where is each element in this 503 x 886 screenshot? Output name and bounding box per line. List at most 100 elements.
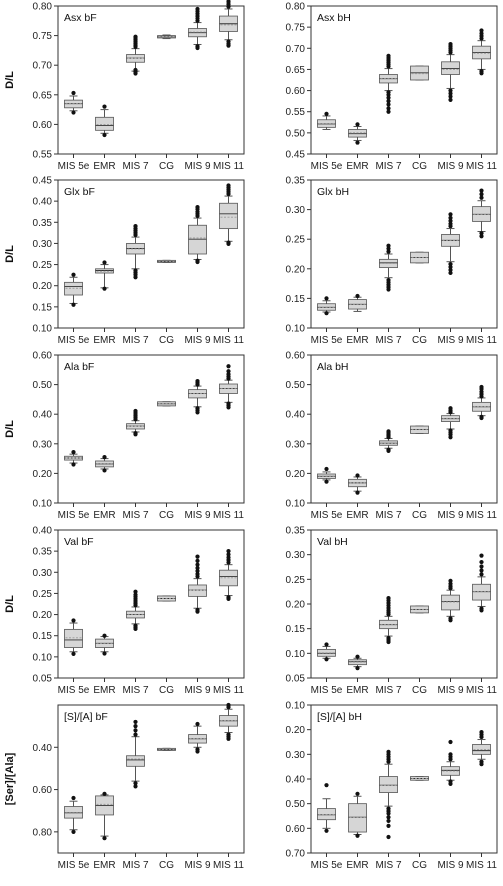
box-mis-5e [317, 642, 336, 662]
outlier-point [102, 286, 107, 291]
y-tick-label: 0.15 [286, 294, 306, 305]
box-iqr [219, 202, 238, 230]
box-cg [410, 605, 429, 614]
x-tick-label: MIS 11 [466, 161, 497, 172]
outlier-point [133, 781, 138, 786]
y-tick-label: 0.75 [286, 23, 306, 34]
box-mis-5e [317, 111, 336, 130]
y-tick-label: 0.55 [286, 107, 306, 118]
panel-4: 0.10 0.15 0.20 0.25 0.30 0.35 MIS 5e EMR MIS 7 CG… [286, 176, 498, 346]
outlier-point [324, 111, 329, 116]
x-tick-label: MIS 9 [437, 860, 464, 871]
outlier-point [226, 736, 231, 741]
x-tick-label: MIS 11 [213, 860, 244, 871]
y-tick-label: 0.70 [286, 44, 306, 55]
box-mis-11 [219, 364, 238, 410]
x-tick-label: MIS 11 [466, 335, 497, 346]
plot-frame [310, 704, 498, 854]
x-tick-label: MIS 5e [58, 510, 90, 521]
box-emr [348, 122, 367, 145]
outlier-point [195, 558, 200, 563]
y-tick-label: 0.15 [33, 631, 53, 642]
x-tick-label: MIS 11 [466, 510, 497, 521]
outlier-point [448, 781, 453, 787]
outlier-point [448, 94, 453, 99]
box-emr [95, 633, 114, 656]
x-tick-label: MIS 7 [375, 161, 402, 172]
outlier-point [195, 749, 200, 754]
outlier-point [195, 45, 200, 51]
outlier-point [386, 287, 391, 292]
y-tick-label: 0.10 [286, 701, 306, 712]
x-tick-label: MIS 5e [311, 860, 343, 871]
box-mis-7 [126, 408, 145, 437]
outlier-point [71, 110, 76, 115]
outlier-point [448, 581, 453, 586]
y-tick-label: 0.25 [286, 575, 306, 586]
y-tick-label: 0.60 [33, 120, 53, 131]
x-tick-label: CG [412, 161, 427, 172]
box-cg [157, 34, 176, 40]
outlier-point [71, 618, 76, 623]
outlier-point [448, 406, 453, 411]
panel-title: Asx bF [64, 12, 97, 24]
plot-frame [310, 354, 498, 504]
box-mis-9 [188, 554, 207, 614]
outlier-point [195, 204, 200, 210]
box-iqr [64, 806, 83, 819]
y-tick-label: 0.25 [33, 260, 53, 271]
x-tick-label: MIS 9 [184, 685, 211, 696]
x-tick-label: MIS 9 [184, 161, 211, 172]
outlier-point [133, 432, 138, 437]
outlier-point [386, 102, 391, 107]
outlier-point [479, 564, 484, 569]
box-mis-7 [379, 243, 398, 292]
outlier-point [102, 260, 107, 265]
x-tick-label: EMR [93, 685, 115, 696]
outlier-point [102, 651, 107, 656]
box-mis-5e [64, 795, 83, 834]
box-mis-5e [317, 466, 336, 484]
y-tick-label: 0.10 [286, 649, 306, 660]
outlier-point [133, 728, 138, 733]
x-tick-label: MIS 9 [184, 335, 211, 346]
outlier-point [448, 739, 453, 745]
outlier-point [102, 104, 107, 109]
x-tick-label: EMR [93, 335, 115, 346]
outlier-point [386, 99, 391, 104]
outlier-point [448, 757, 453, 762]
outlier-point [355, 122, 360, 127]
x-tick-label: EMR [346, 161, 368, 172]
box-mis-9 [188, 6, 207, 51]
x-tick-label: CG [159, 161, 174, 172]
box-cg [157, 259, 176, 263]
outlier-point [226, 549, 231, 554]
outlier-point [133, 592, 138, 597]
y-axis-label: [Ser]/[Ala] [4, 752, 16, 805]
box-mis-7 [126, 223, 145, 280]
x-tick-label: CG [159, 510, 174, 521]
x-tick-label: MIS 5e [311, 335, 343, 346]
outlier-point [448, 218, 453, 223]
outlier-point [226, 183, 231, 188]
y-tick-label: 0.25 [286, 235, 306, 246]
outlier-point [479, 608, 484, 613]
x-tick-label: EMR [346, 335, 368, 346]
box-emr [95, 260, 114, 291]
box-cg [410, 251, 429, 264]
plot-frame [310, 179, 498, 329]
x-tick-label: EMR [346, 510, 368, 521]
y-tick-label: 0.45 [33, 176, 53, 187]
box-mis-7 [379, 429, 398, 454]
x-tick-label: MIS 7 [122, 335, 149, 346]
y-tick-label: 0.10 [33, 652, 53, 663]
x-tick-label: MIS 7 [375, 685, 402, 696]
y-tick-label: 0.30 [286, 750, 306, 761]
box-emr [95, 455, 114, 473]
panel-1: 0.55 0.60 0.65 0.70 0.75 0.80 MIS 5e EMR MIS 7 CG… [4, 0, 245, 172]
box-mis-9 [441, 41, 460, 102]
y-tick-label: 0.50 [33, 380, 53, 391]
x-tick-label: MIS 11 [213, 335, 244, 346]
y-tick-label: 0.75 [33, 31, 53, 42]
y-tick-label: 0.40 [33, 526, 53, 537]
